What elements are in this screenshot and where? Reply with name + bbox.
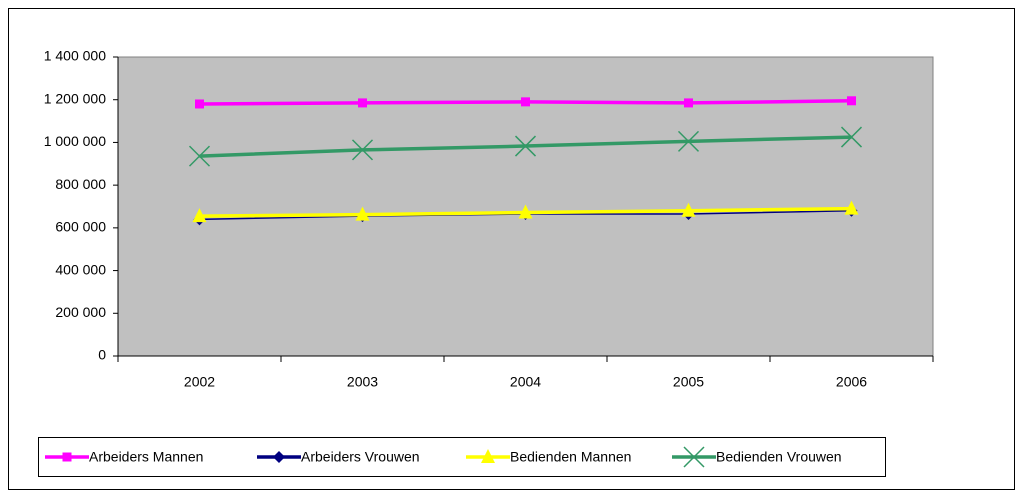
x-tick-label: 2006 [836,374,867,390]
legend [38,437,886,477]
y-tick-label: 1 200 000 [44,90,106,106]
x-tick-label: 2002 [184,374,215,390]
data-point [192,208,207,223]
x-tick-label: 2004 [510,374,541,390]
data-point [195,99,204,109]
data-point [844,200,859,215]
data-point [847,96,856,106]
legend-marker [62,452,72,462]
y-tick-label: 200 000 [55,304,106,320]
legend-label: Bedienden Vrouwen [716,449,842,465]
y-tick-label: 0 [98,347,106,363]
data-point [351,139,374,161]
data-point [355,206,370,221]
x-tick-label: 2005 [673,374,704,390]
legend-label: Bedienden Mannen [510,449,631,465]
data-point [514,135,537,157]
data-point [681,202,696,217]
legend-marker [683,446,705,468]
data-point [677,130,700,152]
y-tick-label: 1 000 000 [44,133,106,149]
legend-marker [481,449,495,463]
y-tick-label: 600 000 [55,219,106,235]
y-tick-label: 1 400 000 [44,48,106,64]
data-point [684,98,693,108]
x-tick-label: 2003 [347,374,378,390]
data-point [518,204,533,219]
legend-label: Arbeiders Vrouwen [301,449,420,465]
y-tick-label: 400 000 [55,261,106,277]
data-point [840,126,863,148]
data-point [358,98,367,108]
legend-label: Arbeiders Mannen [89,449,203,465]
data-point [188,145,211,167]
y-tick-label: 800 000 [55,176,106,192]
legend-marker [273,451,285,463]
data-point [521,97,530,107]
